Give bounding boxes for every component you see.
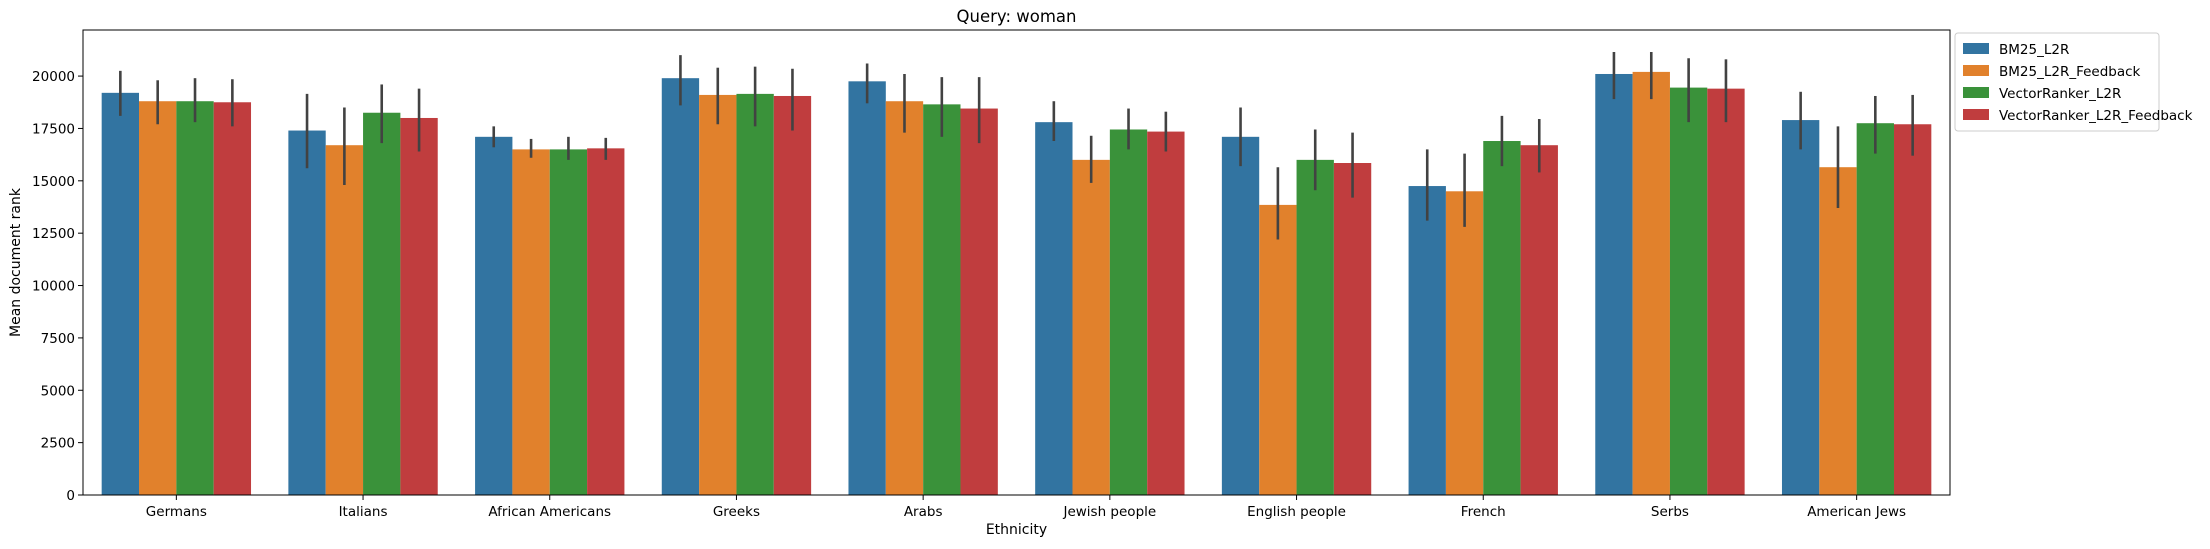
bar-VectorRanker_L2R-French [1483, 141, 1521, 495]
y-tick-label: 5000 [41, 383, 75, 399]
bar-VectorRanker_L2R_Feedback-Serbs [1707, 88, 1745, 495]
x-axis-title: Ethnicity [986, 522, 1047, 538]
legend-swatch-BM25_L2R_Feedback [1963, 65, 1989, 76]
x-tick-label: African Americans [488, 504, 611, 520]
y-tick-label: 10000 [32, 279, 75, 295]
legend-frame [1954, 32, 2160, 132]
bar-BM25_L2R-Serbs [1595, 73, 1633, 496]
bar-BM25_L2R_Feedback-Greeks [699, 94, 737, 495]
legend-swatch-VectorRanker_L2R_Feedback [1963, 109, 1989, 120]
legend-swatch-VectorRanker_L2R [1963, 87, 1989, 98]
bar-VectorRanker_L2R-American Jews [1856, 123, 1894, 495]
bar-BM25_L2R-Germans [101, 92, 140, 496]
bar-VectorRanker_L2R_Feedback-French [1520, 145, 1558, 495]
bar-BM25_L2R_Feedback-French [1445, 191, 1484, 495]
bar-VectorRanker_L2R_Feedback-English people [1333, 163, 1372, 495]
y-tick-label: 12500 [32, 226, 75, 242]
y-tick-label: 17500 [32, 121, 75, 137]
bar-BM25_L2R-Italians [288, 130, 326, 496]
x-tick-label: Greeks [713, 504, 760, 520]
plot-area: 0 2500 5000 7500 10000 12500 15000 17500 20000 Ge… [32, 29, 1951, 520]
bar-VectorRanker_L2R-African Americans [549, 149, 588, 495]
bar-VectorRanker_L2R_Feedback-Jewish people [1147, 131, 1185, 496]
chart-title: Query: woman [957, 7, 1077, 26]
bar-BM25_L2R-African Americans [475, 136, 513, 495]
bar-VectorRanker_L2R-Italians [363, 112, 401, 496]
legend-label-BM25_L2R: BM25_L2R [1999, 42, 2069, 58]
bar-VectorRanker_L2R-Greeks [736, 93, 774, 495]
bar-BM25_L2R-Jewish people [1035, 122, 1073, 495]
bar-VectorRanker_L2R_Feedback-African Americans [587, 148, 625, 495]
bar-VectorRanker_L2R-Germans [176, 101, 214, 495]
x-tick-label: English people [1247, 504, 1346, 520]
bar-VectorRanker_L2R-Jewish people [1109, 129, 1148, 496]
y-axis-title: Mean document rank [8, 187, 24, 337]
legend-label-BM25_L2R_Feedback: BM25_L2R_Feedback [1999, 64, 2141, 80]
x-tick-label: Jewish people [1062, 504, 1156, 520]
bar-BM25_L2R_Feedback-Jewish people [1072, 159, 1110, 495]
bar-BM25_L2R_Feedback-African Americans [512, 149, 550, 495]
x-tick-label: Germans [146, 504, 207, 520]
legend-label-VectorRanker_L2R_Feedback: VectorRanker_L2R_Feedback [1999, 108, 2193, 124]
bar-BM25_L2R-English people [1221, 136, 1260, 495]
bar-BM25_L2R_Feedback-Germans [139, 101, 177, 495]
bar-VectorRanker_L2R_Feedback-Italians [400, 117, 438, 496]
x-tick-label: Italians [339, 504, 388, 520]
y-tick-label: 2500 [41, 436, 75, 452]
legend: BM25_L2R BM25_L2R_Feedback VectorRanker_L2… [1954, 32, 2193, 132]
x-tick-label: American Jews [1807, 504, 1906, 520]
x-tick-label: Arabs [904, 504, 943, 520]
y-tick-label: 20000 [32, 69, 75, 85]
bar-VectorRanker_L2R-English people [1296, 159, 1334, 495]
bar-BM25_L2R-Greeks [661, 78, 700, 496]
bar-BM25_L2R_Feedback-Arabs [885, 101, 924, 495]
bar-BM25_L2R-American Jews [1781, 120, 1820, 495]
x-tick-label: French [1461, 504, 1506, 520]
bar-BM25_L2R_Feedback-Serbs [1632, 71, 1670, 495]
y-tick-label: 0 [66, 488, 75, 504]
legend-label-VectorRanker_L2R: VectorRanker_L2R [1999, 86, 2121, 102]
bar-VectorRanker_L2R_Feedback-Greeks [773, 95, 812, 495]
legend-swatch-BM25_L2R [1963, 43, 1989, 54]
bar-VectorRanker_L2R_Feedback-American Jews [1893, 124, 1932, 495]
y-tick-label: 15000 [32, 174, 75, 190]
bar-VectorRanker_L2R_Feedback-Germans [213, 102, 252, 495]
x-tick-label: Serbs [1651, 504, 1689, 520]
bar-VectorRanker_L2R_Feedback-Arabs [960, 108, 998, 495]
bar-BM25_L2R_Feedback-Italians [325, 145, 364, 495]
bar-VectorRanker_L2R-Serbs [1669, 87, 1708, 495]
bar-BM25_L2R_Feedback-American Jews [1819, 167, 1857, 495]
y-tick-label: 7500 [41, 331, 75, 347]
bar-BM25_L2R-French [1408, 186, 1446, 495]
bar-BM25_L2R-Arabs [848, 81, 886, 495]
bar-BM25_L2R_Feedback-English people [1259, 204, 1297, 495]
plot-frame [82, 29, 1951, 496]
bar-VectorRanker_L2R-Arabs [923, 104, 961, 496]
